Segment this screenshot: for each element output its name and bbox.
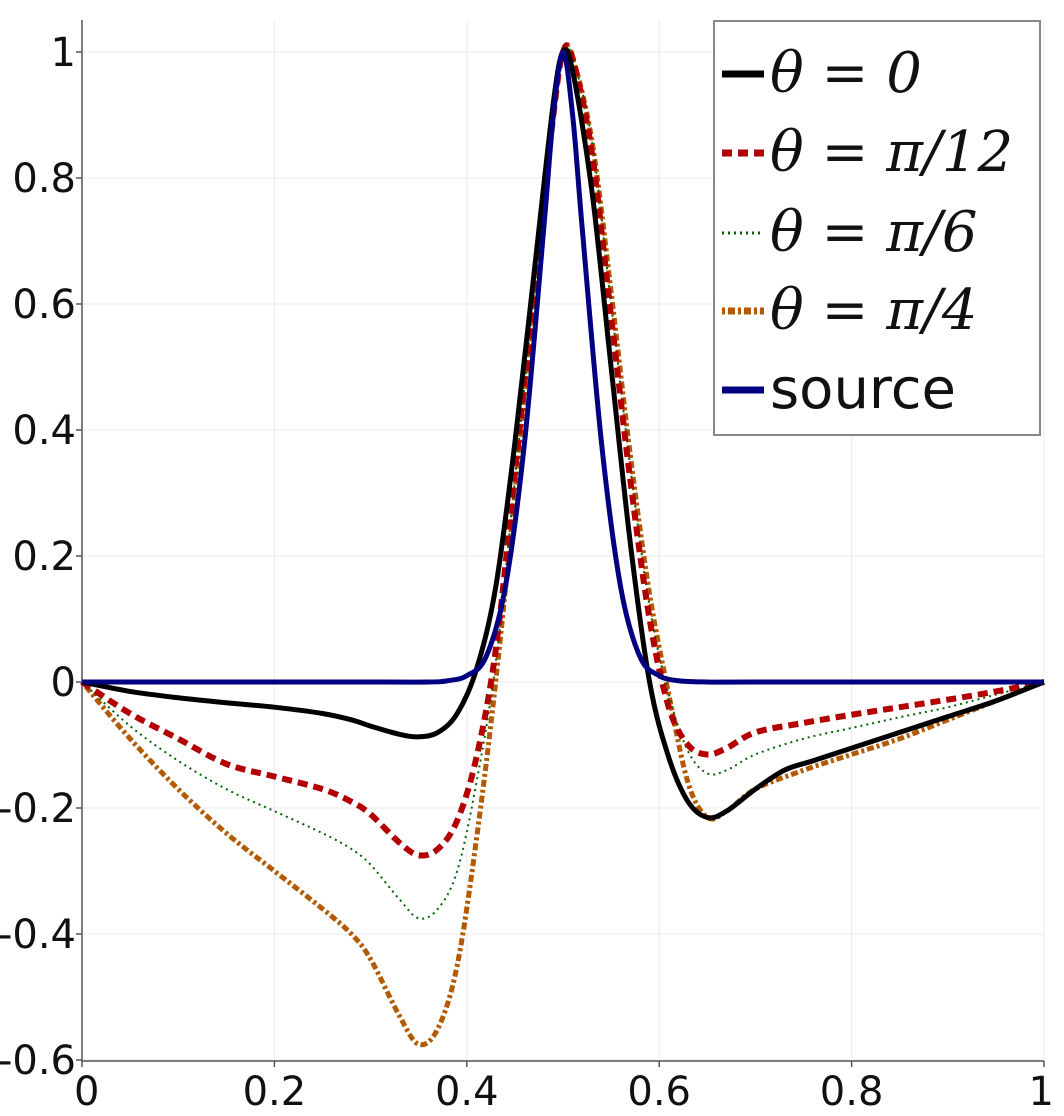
x-tick-label: 0.4: [435, 1069, 499, 1115]
y-tick-label: 0.6: [12, 282, 76, 328]
y-tick-label: -0.4: [0, 912, 76, 958]
y-tick-label: -0.6: [0, 1038, 76, 1084]
y-tick-label: 1: [51, 30, 76, 76]
legend: θ = 0 θ = π/12 θ = π/6 θ = π/4 source: [713, 20, 1041, 436]
x-tick-label: 1: [1029, 1069, 1054, 1115]
legend-label-3: θ = π/4: [770, 278, 978, 343]
y-tick-label: 0.4: [12, 408, 76, 454]
legend-label-1: θ = π/12: [770, 120, 1013, 185]
x-tick-label: 0.8: [820, 1069, 884, 1115]
y-tick-label: 0.2: [12, 534, 76, 580]
legend-label-2: θ = π/6: [770, 200, 978, 265]
legend-label-4: source: [770, 357, 956, 422]
x-tick-label: 0.2: [243, 1069, 307, 1115]
y-tick-label: -0.2: [0, 786, 76, 832]
x-tick-label: 0.6: [627, 1069, 691, 1115]
tick-labels: -0.6 -0.4 -0.2 0 0.2 0.4 0.6 0.8 1 0 0.2 0.4 0.6 0.8 1: [0, 30, 1054, 1115]
legend-box: [713, 20, 1041, 436]
y-tick-label: 0: [51, 660, 76, 706]
series-group: [80, 42, 1045, 1048]
y-tick-label: 0.8: [12, 156, 76, 202]
x-tick-label: 0: [74, 1069, 99, 1115]
series-line-2: [81, 44, 1045, 920]
series-line-4: [81, 49, 1044, 685]
legend-label-0: θ = 0: [770, 41, 922, 106]
axes: [81, 20, 1044, 1062]
